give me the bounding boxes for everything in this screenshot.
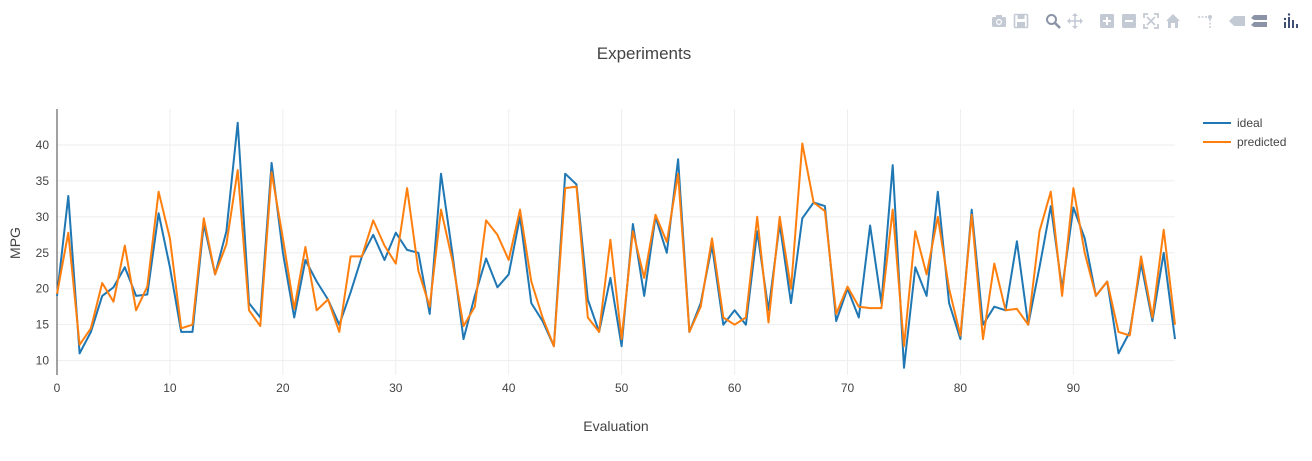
modebar-group bbox=[1194, 10, 1216, 32]
y-axis-title: MPG bbox=[7, 227, 23, 259]
home-icon[interactable] bbox=[1162, 10, 1184, 32]
legend-label-ideal[interactable]: ideal bbox=[1237, 116, 1262, 130]
y-tick-label: 30 bbox=[36, 210, 50, 224]
x-tick-label: 50 bbox=[615, 381, 629, 395]
hover-closest-icon[interactable] bbox=[1226, 10, 1248, 32]
x-tick-label: 40 bbox=[502, 381, 516, 395]
y-tick-label: 35 bbox=[36, 174, 50, 188]
legend-label-predicted[interactable]: predicted bbox=[1237, 135, 1286, 149]
autoscale-icon[interactable] bbox=[1140, 10, 1162, 32]
series-layer bbox=[56, 121, 1176, 369]
pan-icon[interactable] bbox=[1064, 10, 1086, 32]
legend: ideal predicted bbox=[1203, 116, 1286, 149]
x-tick-label: 30 bbox=[389, 381, 403, 395]
y-tick-label: 25 bbox=[36, 246, 50, 260]
save-icon[interactable] bbox=[1010, 10, 1032, 32]
series-line-ideal bbox=[56, 121, 1176, 369]
chart-title: Experiments bbox=[597, 44, 691, 63]
x-tick-label: 80 bbox=[954, 381, 968, 395]
modebar-group bbox=[1226, 10, 1270, 32]
modebar-group bbox=[1096, 10, 1184, 32]
modebar-group bbox=[1042, 10, 1086, 32]
x-tick-label: 90 bbox=[1067, 381, 1081, 395]
grid-layer bbox=[57, 109, 1175, 375]
x-tick-label: 70 bbox=[841, 381, 855, 395]
x-tick-label: 10 bbox=[163, 381, 177, 395]
y-tick-label: 15 bbox=[36, 318, 50, 332]
plotly-logo-icon[interactable] bbox=[1280, 10, 1302, 32]
y-tick-label: 20 bbox=[36, 282, 50, 296]
y-tick-label: 10 bbox=[36, 354, 50, 368]
x-tick-label: 20 bbox=[276, 381, 290, 395]
hover-compare-icon[interactable] bbox=[1248, 10, 1270, 32]
x-axis-title: Evaluation bbox=[583, 418, 648, 434]
spike-lines-icon[interactable] bbox=[1194, 10, 1216, 32]
zoom-icon[interactable] bbox=[1042, 10, 1064, 32]
zoom-out-icon[interactable] bbox=[1118, 10, 1140, 32]
modebar-group bbox=[988, 10, 1032, 32]
x-tick-label: 60 bbox=[728, 381, 742, 395]
series-line-predicted bbox=[56, 142, 1176, 348]
modebar-group bbox=[1280, 10, 1302, 32]
axes-layer: 10 15 20 25 30 35 40 0 10 20 30 40 50 60 70 80 90 bbox=[36, 109, 1081, 395]
camera-icon[interactable] bbox=[988, 10, 1010, 32]
x-tick-label: 0 bbox=[54, 381, 61, 395]
modebar bbox=[980, 10, 1302, 32]
y-tick-label: 40 bbox=[36, 138, 50, 152]
zoom-in-icon[interactable] bbox=[1096, 10, 1118, 32]
